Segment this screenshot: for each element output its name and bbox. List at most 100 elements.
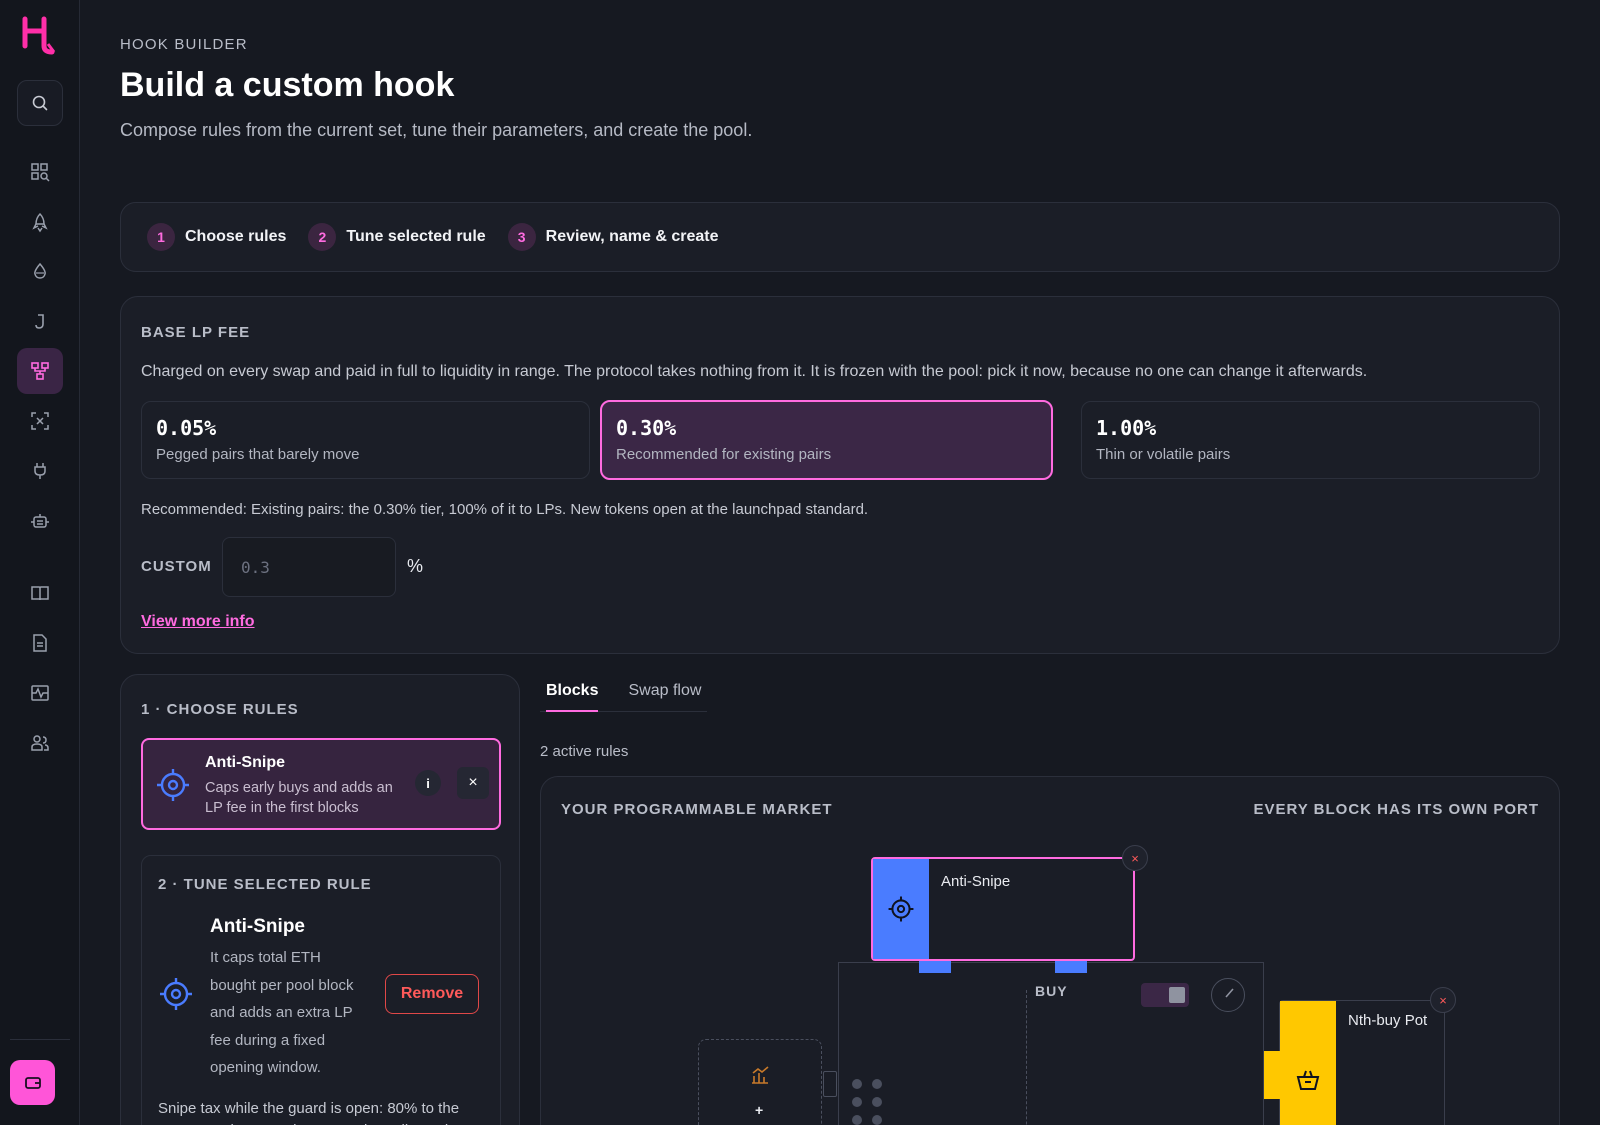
nav-plugins[interactable]	[17, 448, 63, 494]
fee-option-caption: Thin or volatile pairs	[1096, 446, 1231, 463]
rules-panel: 1 · CHOOSE RULES Anti-Snipe Caps early b…	[120, 674, 520, 1125]
block-label: Nth-buy Pot	[1348, 1012, 1428, 1029]
fee-option-caption: Recommended for existing pairs	[616, 446, 832, 463]
add-block-slot[interactable]: +	[698, 1039, 822, 1125]
base-lp-fee-panel: BASE LP FEE Charged on every swap and pa…	[120, 296, 1560, 654]
nav-reports[interactable]	[17, 620, 63, 666]
block-nth-buy-pot[interactable]: Nth-buy Pot	[1264, 1000, 1445, 1125]
rule-description: Caps early buys and adds an LP fee in th…	[205, 780, 393, 816]
users-icon	[31, 735, 49, 751]
tab-swap-flow[interactable]: Swap flow	[628, 682, 702, 699]
step-label: Tune selected rule	[346, 228, 486, 245]
nth-buy-notch	[1264, 1051, 1282, 1099]
fee-option-030[interactable]: 0.30% Recommended for existing pairs	[600, 400, 1053, 480]
nav-activity[interactable]	[17, 670, 63, 716]
j-icon	[35, 314, 44, 329]
nav-liquidity[interactable]	[17, 248, 63, 294]
fee-option-value: 0.05%	[156, 416, 217, 440]
block-anti-snipe[interactable]: Anti-Snipe	[871, 857, 1135, 961]
view-tabs: Blocks Swap flow	[540, 682, 708, 712]
step-number: 1	[147, 223, 175, 251]
canvas-subtitle: EVERY BLOCK HAS ITS OWN PORT	[1253, 801, 1539, 818]
nav-team[interactable]	[17, 720, 63, 766]
anti-snipe-port-left	[919, 961, 951, 973]
rule-remove-button[interactable]: ×	[457, 767, 489, 799]
remove-anti-snipe-block[interactable]: ×	[1122, 845, 1148, 871]
document-icon	[33, 634, 47, 652]
dial-needle-icon	[1225, 988, 1234, 998]
page-subtitle: Compose rules from the current set, tune…	[120, 120, 753, 140]
buy-stage-dial[interactable]	[1211, 978, 1245, 1012]
custom-fee-label: CUSTOM	[141, 558, 212, 575]
rule-name: Anti-Snipe	[205, 754, 285, 771]
remove-nth-buy-block[interactable]: ×	[1430, 987, 1456, 1013]
tune-rule-card: 2 · TUNE SELECTED RULE Anti-Snipe It cap…	[141, 855, 501, 1125]
step-choose-rules[interactable]: 1 Choose rules	[147, 223, 286, 251]
drop-icon	[34, 262, 46, 279]
view-more-info-link[interactable]: View more info	[141, 613, 255, 630]
buy-stage-label: BUY	[1035, 983, 1068, 999]
tune-rule-description: It caps total ETH bought per pool block …	[210, 949, 354, 1076]
block-label: Anti-Snipe	[941, 873, 1011, 890]
rocket-icon	[32, 212, 48, 233]
handle-dot	[852, 1097, 862, 1107]
scan-icon	[31, 412, 49, 430]
handle-dot	[872, 1097, 882, 1107]
fee-section-label: BASE LP FEE	[141, 324, 251, 341]
fee-option-005[interactable]: 0.05% Pegged pairs that barely move	[141, 401, 590, 479]
toggle-knob	[1169, 987, 1185, 1003]
sidebar-divider	[10, 1039, 70, 1040]
canvas-title: YOUR PROGRAMMABLE MARKET	[561, 801, 833, 818]
fee-option-100[interactable]: 1.00% Thin or volatile pairs	[1081, 401, 1540, 479]
buy-divider	[1026, 990, 1027, 1125]
nav-bots[interactable]	[17, 498, 63, 544]
nav-docs[interactable]	[17, 570, 63, 616]
hierarchy-icon	[31, 362, 49, 380]
remove-rule-button[interactable]: Remove	[385, 974, 479, 1014]
buy-stage-frame	[838, 962, 1264, 1125]
nav-explore[interactable]	[17, 149, 63, 195]
fee-option-caption: Pegged pairs that barely move	[156, 446, 360, 463]
nav-scan[interactable]	[17, 398, 63, 444]
nav-j[interactable]	[17, 298, 63, 344]
handle-dot	[872, 1115, 882, 1125]
target-icon	[160, 978, 192, 1010]
step-label: Review, name & create	[545, 228, 719, 245]
handle-dot	[852, 1115, 862, 1125]
step-tune-rule[interactable]: 2 Tune selected rule	[308, 223, 486, 251]
nav-launch[interactable]	[17, 199, 63, 245]
sidebar	[0, 0, 80, 1125]
stepper: 1 Choose rules 2 Tune selected rule 3 Re…	[120, 202, 1560, 272]
logo	[22, 16, 56, 55]
custom-fee-unit: %	[407, 556, 424, 576]
nav-hook-builder[interactable]	[17, 348, 63, 394]
plug-icon	[34, 463, 46, 479]
anti-snipe-port-right	[1055, 961, 1087, 973]
choose-rules-label: 1 · CHOOSE RULES	[141, 701, 299, 718]
add-block-connector	[823, 1071, 837, 1097]
fee-recommendation: Recommended: Existing pairs: the 0.30% t…	[141, 501, 869, 518]
rule-info-button[interactable]: i	[415, 770, 441, 796]
tune-rule-title: Anti-Snipe	[210, 916, 305, 937]
buy-stage-toggle[interactable]	[1141, 983, 1189, 1007]
handle-dot	[852, 1079, 862, 1089]
snipe-tax-note: Snipe tax while the guard is open: 80% t…	[158, 1100, 460, 1125]
wallet-button[interactable]	[10, 1060, 55, 1105]
fee-option-value: 0.30%	[616, 416, 677, 440]
fee-description: Charged on every swap and paid in full t…	[141, 363, 1368, 380]
step-review-create[interactable]: 3 Review, name & create	[507, 223, 719, 251]
target-icon	[157, 769, 189, 801]
tab-blocks[interactable]: Blocks	[546, 682, 599, 712]
rule-card-anti-snipe[interactable]: Anti-Snipe Caps early buys and adds an L…	[141, 738, 501, 830]
step-label: Choose rules	[185, 228, 287, 245]
custom-fee-input[interactable]	[222, 537, 396, 597]
active-rules-count: 2 active rules	[540, 743, 629, 760]
fee-option-value: 1.00%	[1096, 416, 1157, 440]
programmable-market-canvas: YOUR PROGRAMMABLE MARKET EVERY BLOCK HAS…	[540, 776, 1560, 1125]
wallet-icon	[24, 1076, 41, 1089]
book-icon	[31, 586, 49, 601]
page-eyebrow: HOOK BUILDER	[120, 36, 248, 53]
chart-icon	[752, 1066, 769, 1084]
search-button[interactable]	[17, 80, 63, 126]
robot-icon	[31, 514, 49, 528]
